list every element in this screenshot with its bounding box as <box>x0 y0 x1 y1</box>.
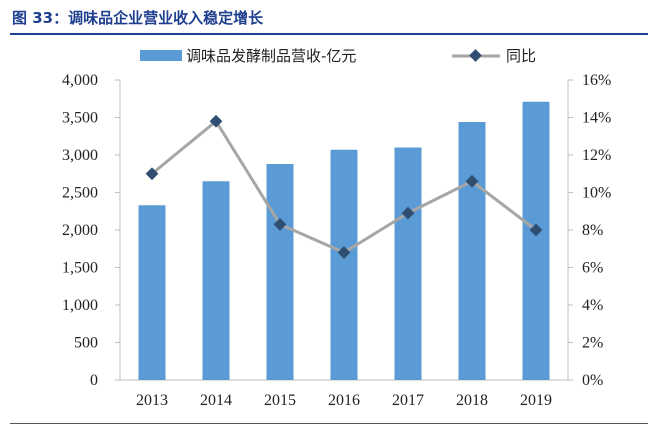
y-right-tick-label: 6% <box>582 260 603 277</box>
revenue-bar <box>138 205 166 380</box>
revenue-bar <box>394 147 422 380</box>
x-tick-label: 2016 <box>328 392 360 409</box>
y-left-tick-label: 2,500 <box>62 185 98 202</box>
y-right-tick-label: 2% <box>582 335 603 352</box>
legend-bar-swatch <box>140 50 182 61</box>
chart-legend: 调味品发酵制品营收-亿元 同比 <box>140 47 536 65</box>
revenue-chart: 调味品发酵制品营收-亿元 同比 0 500 1,000 1,500 2,000 2,500… <box>62 47 611 409</box>
revenue-bar <box>202 181 230 380</box>
revenue-bar <box>458 122 486 380</box>
legend-diamond-marker <box>469 49 482 62</box>
figure-header: 图 33：调味品企业营业收入稳定增长 <box>0 0 655 36</box>
bar-series <box>138 101 550 380</box>
y-right-tick-label: 10% <box>582 185 611 202</box>
x-tick-label: 2014 <box>200 392 232 409</box>
y-left-tick-label: 3,000 <box>62 147 98 164</box>
figure-bottom-rule <box>10 423 648 424</box>
yoy-growth-marker <box>145 167 159 181</box>
y-right-tick-label: 4% <box>582 297 603 314</box>
x-tick-label: 2013 <box>136 392 168 409</box>
y-left-tick-label: 4,000 <box>62 72 98 89</box>
x-tick-label: 2018 <box>456 392 488 409</box>
revenue-bar <box>266 164 294 380</box>
revenue-bar <box>522 101 550 380</box>
legend-bar-label: 调味品发酵制品营收-亿元 <box>186 47 356 65</box>
x-tick-label: 2017 <box>392 392 424 409</box>
title-underline <box>10 33 648 35</box>
y-right-tick-label: 12% <box>582 147 611 164</box>
y-right-tick-label: 16% <box>582 72 611 89</box>
y-left-tick-label: 0 <box>90 372 98 389</box>
chart-axes: 0 500 1,000 1,500 2,000 2,500 3,000 3,500 4,000 0… <box>62 72 611 409</box>
y-right-tick-label: 0% <box>582 372 603 389</box>
yoy-growth-marker <box>209 114 223 128</box>
legend-line-label: 同比 <box>506 47 536 65</box>
figure-title: 图 33：调味品企业营业收入稳定增长 <box>12 9 264 27</box>
yoy-growth-marker <box>465 174 479 188</box>
yoy-growth-marker <box>273 218 287 231</box>
y-left-tick-label: 3,500 <box>62 110 98 127</box>
revenue-bar <box>330 149 358 380</box>
y-right-tick-label: 14% <box>582 110 611 127</box>
yoy-growth-marker <box>401 206 415 220</box>
y-left-tick-label: 1,500 <box>62 260 98 277</box>
y-right-tick-label: 8% <box>582 222 603 239</box>
x-tick-label: 2015 <box>264 392 296 409</box>
y-left-tick-label: 1,000 <box>62 297 98 314</box>
y-left-tick-label: 500 <box>74 335 98 352</box>
x-tick-label: 2019 <box>520 392 552 409</box>
y-left-tick-label: 2,000 <box>62 222 98 239</box>
yoy-growth-marker <box>337 246 351 259</box>
